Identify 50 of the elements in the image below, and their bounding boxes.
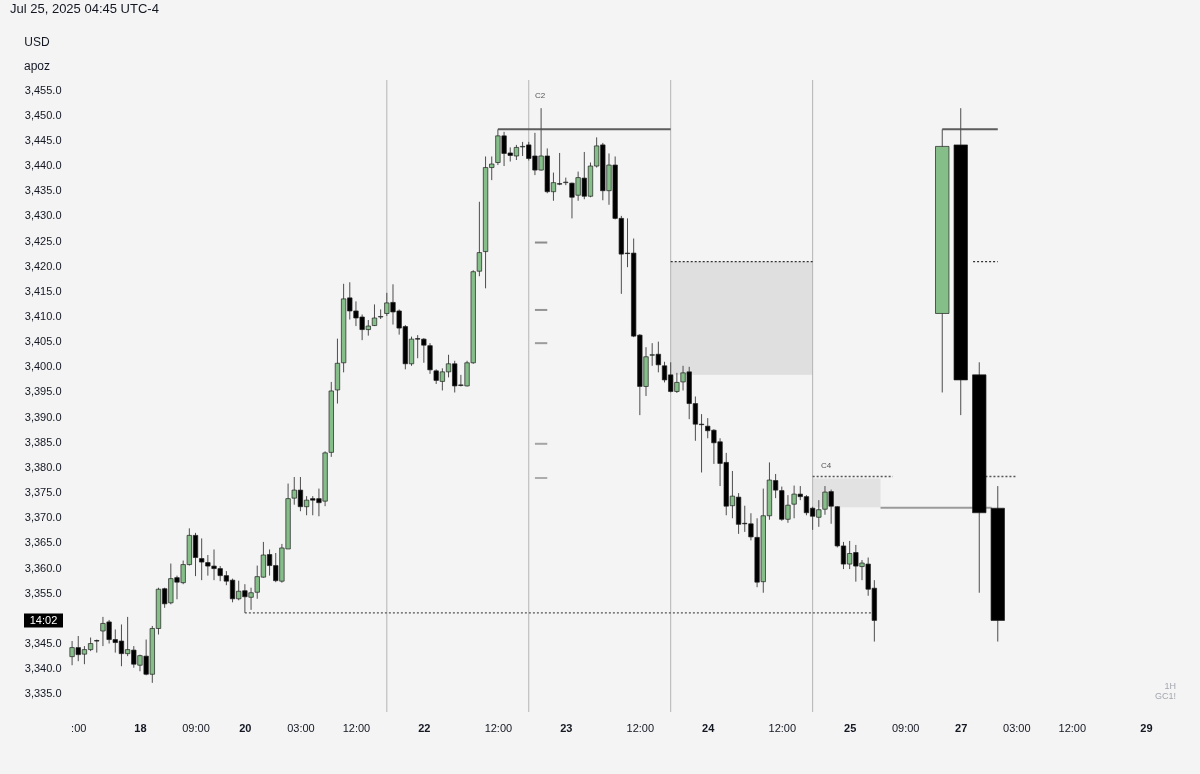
y-tick-label: 3,335.0 (24, 687, 62, 700)
text: USD (24, 35, 50, 49)
x-tick-label: 12:00 (768, 721, 797, 734)
x-tick-label: 27 (955, 721, 968, 734)
y-tick-label: 3,420.0 (24, 259, 62, 272)
text: 14:02 (29, 613, 58, 626)
annotation: GC1! (1154, 691, 1176, 701)
x-tick-label: 24 (702, 721, 716, 734)
y-tick-label: 3,410.0 (24, 310, 62, 322)
y-tick-label: 3,375.0 (24, 486, 62, 499)
y-tick-label: 3,365.0 (24, 536, 62, 549)
x-tick-label: 03:00 (287, 721, 315, 734)
x-tick-label: 12:00 (342, 721, 371, 734)
x-tick-label: 03:00 (1003, 721, 1031, 734)
y-tick-label: 3,360.0 (24, 561, 62, 574)
y-tick-label: 3,385.0 (24, 435, 62, 448)
y-tick-label: 3,380.0 (24, 460, 62, 473)
x-tick-label: 18 (134, 721, 147, 734)
y-tick-label: 3,430.0 (24, 209, 62, 222)
annotation: C4 (820, 461, 832, 470)
y-tick-label: 3,435.0 (24, 184, 62, 197)
y-tick-label: 3,445.0 (24, 133, 62, 146)
x-tick-label: 20 (239, 721, 252, 734)
x-tick-label: 25 (844, 721, 857, 734)
x-tick-label: 12:00 (626, 721, 655, 734)
y-tick-label: 3,425.0 (24, 234, 62, 247)
y-tick-label: 3,345.0 (24, 637, 62, 650)
x-tick-label: :00 (71, 721, 87, 734)
chart-title: Jul 25, 2025 04:45 UTC-4 (10, 1, 159, 16)
y-tick-label: 3,405.0 (24, 335, 62, 348)
x-tick-label: 23 (560, 721, 573, 734)
y-tick-label: 3,450.0 (24, 108, 62, 121)
y-tick-label: 3,395.0 (24, 385, 62, 398)
y-tick-label: 3,355.0 (24, 586, 62, 599)
x-tick-label: 29 (1140, 721, 1153, 734)
x-tick-label: 12:00 (484, 721, 513, 734)
annotation: 1H (1164, 681, 1176, 691)
y-tick-label: 3,455.0 (24, 83, 62, 96)
x-tick-label: 12:00 (1058, 721, 1087, 734)
y-tick-label: 3,370.0 (24, 511, 62, 524)
text: apoz (23, 59, 51, 73)
x-tick-label: 09:00 (182, 721, 210, 734)
y-tick-label: 3,390.0 (24, 410, 62, 423)
annotation: C2 (534, 91, 546, 100)
y-tick-label: 3,415.0 (24, 284, 62, 297)
x-tick-label: 09:00 (891, 721, 920, 734)
y-tick-label: 3,440.0 (24, 159, 62, 172)
y-tick-label: 3,340.0 (24, 662, 62, 675)
y-tick-label: 3,400.0 (24, 360, 62, 373)
x-tick-label: 22 (418, 721, 431, 734)
